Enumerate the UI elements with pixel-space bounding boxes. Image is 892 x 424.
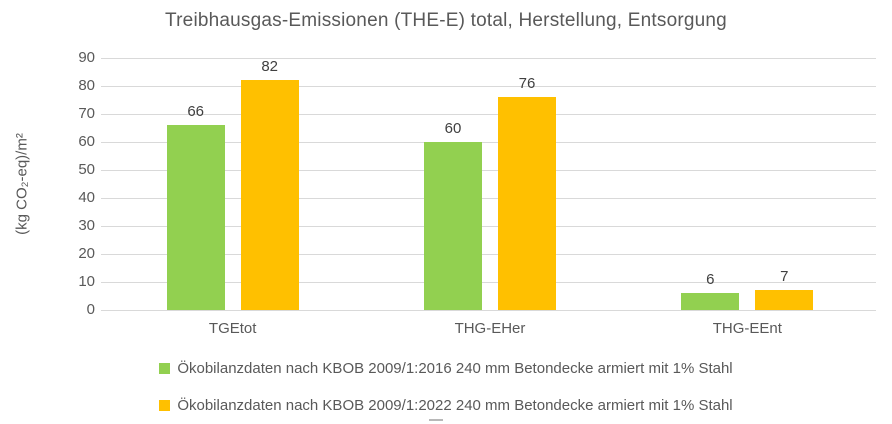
legend-swatch-green: [159, 363, 171, 374]
bar-series2-THG-EHer: [498, 97, 556, 310]
y-tick-label-50: 50: [78, 161, 95, 178]
gridline-y90: [101, 58, 876, 59]
plot-area: 0 10 20 30 40 50 60 70 80 90 TGEtot 66 82 THG-EHer 60 7…: [78, 49, 876, 337]
bar-series1-TGEtot: [166, 125, 225, 310]
gridline-y80: [101, 86, 876, 87]
gridline-y30: [101, 226, 876, 227]
bar-value-label-series1-THG-EEnt: 6: [706, 271, 715, 289]
bar-series2-THG-EEnt: [755, 290, 814, 310]
legend-label: Ökobilanzdaten nach KBOB 2009/1:2016 240…: [177, 360, 733, 377]
gridline-y60: [101, 142, 876, 143]
y-tick-label-70: 70: [78, 105, 95, 122]
gridline-y70: [101, 114, 876, 115]
y-axis-title: (kg CO₂-eq)/m²: [13, 133, 31, 235]
bar-value-label-series2-THG-EHer: 76: [518, 75, 536, 93]
y-tick-label-0: 0: [86, 301, 95, 318]
bar-value-label-series2-TGEtot: 82: [261, 58, 278, 76]
gridline-y10: [101, 282, 876, 283]
gridline-y50: [101, 170, 876, 171]
y-tick-label-20: 20: [78, 245, 95, 262]
gridline-y20: [101, 254, 876, 255]
bar-value-label-series1-THG-EHer: 60: [444, 120, 462, 137]
bar-series1-THG-EHer: [424, 142, 482, 310]
y-tick-label-60: 60: [78, 133, 95, 150]
y-tick-label-90: 90: [78, 49, 95, 66]
legend: Ökobilanzdaten nach KBOB 2009/1:2016 240…: [0, 358, 892, 424]
bar-series1-THG-EEnt: [681, 293, 740, 310]
bar-value-label-series1-TGEtot: 66: [187, 103, 204, 121]
x-category-label-THG-EEnt: THG-EEnt: [712, 320, 782, 337]
y-tick-label-40: 40: [78, 189, 95, 206]
legend-item-kbob-2022: Ökobilanzdaten nach KBOB 2009/1:2022 240…: [0, 395, 892, 416]
cropped-element-artifact: [429, 419, 443, 421]
chart-title: Treibhausgas-Emissionen (THE-E) total, H…: [165, 10, 727, 31]
legend-label: Ökobilanzdaten nach KBOB 2009/1:2022 240…: [177, 397, 733, 414]
legend-swatch-orange: [159, 400, 171, 411]
bar-value-label-series2-THG-EEnt: 7: [780, 268, 789, 286]
gridline-y40: [101, 198, 876, 199]
y-tick-label-80: 80: [78, 77, 95, 94]
gridline-y0: [101, 310, 876, 311]
x-category-label-THG-EHer: THG-EHer: [454, 320, 526, 337]
bar-series2-TGEtot: [240, 80, 299, 310]
legend-item-kbob-2016: Ökobilanzdaten nach KBOB 2009/1:2016 240…: [0, 358, 892, 379]
y-tick-label-30: 30: [78, 217, 95, 234]
y-tick-label-10: 10: [78, 273, 95, 290]
x-category-label-TGEtot: TGEtot: [208, 320, 257, 337]
